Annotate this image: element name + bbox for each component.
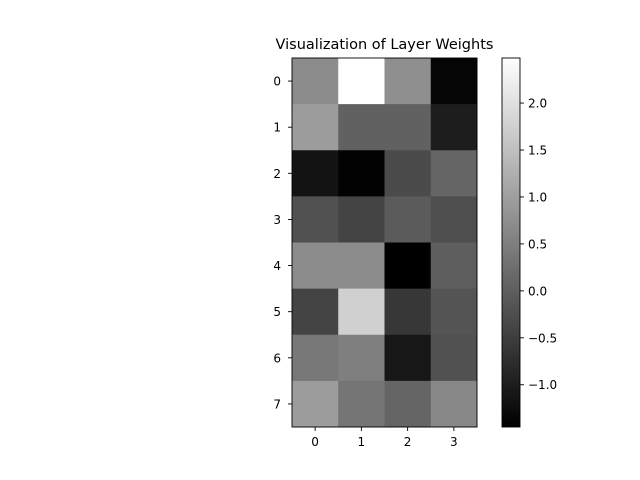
x-tick-label: 0 [311,435,319,449]
y-tick-label: 4 [273,259,281,273]
heatmap-cell [338,150,385,197]
x-axis-ticks: 0 1 2 3 [311,427,458,449]
colorbar-tick-label: 0.0 [528,284,547,298]
y-tick-label: 2 [273,167,281,181]
colorbar-tick-label: 1.0 [528,190,547,204]
heatmap-cell [384,288,432,336]
heatmap-cell [338,196,385,243]
heatmap-cell [384,196,432,243]
heatmap-cell [292,150,339,197]
heatmap-cell [430,242,478,290]
heatmap-cell [430,288,478,336]
y-tick-label: 0 [273,75,281,89]
heatmap-cell [338,334,385,382]
heatmap-cell [430,380,478,428]
x-tick-label: 1 [358,435,366,449]
colorbar-ticks: −1.0 −0.5 0.0 0.5 1.0 1.5 2.0 [520,97,557,392]
heatmap-cell [384,104,432,151]
colorbar-tick-label: −0.5 [528,331,557,345]
heatmap-cell [338,288,385,336]
y-tick-label: 3 [273,213,281,227]
heatmap-cell [338,58,385,105]
heatmap-cell [338,380,385,428]
y-axis-ticks: 0 1 2 3 4 5 6 7 [273,75,292,411]
heatmap-cell [430,150,478,197]
colorbar-tick-label: 0.5 [528,237,547,251]
y-tick-label: 7 [273,397,281,411]
heatmap-cell [384,334,432,382]
y-tick-label: 6 [273,351,281,365]
heatmap-cell [338,242,385,290]
heatmap-cell [292,196,339,243]
colorbar [501,57,521,428]
heatmap-cell [292,104,339,151]
heatmap-cell [338,104,385,151]
colorbar-tick-label: 2.0 [528,97,547,111]
heatmap-cell [430,58,478,105]
heatmap-cell [292,58,339,105]
y-tick-label: 5 [273,305,281,319]
heatmap-cell [292,334,339,382]
plot-frame [291,57,478,428]
heatmap-cell [384,242,432,290]
chart-title: Visualization of Layer Weights [276,37,494,53]
heatmap-cell [430,196,478,243]
heatmap-cells [292,58,478,428]
heatmap-cell [292,380,339,428]
heatmap-cell [384,58,432,105]
heatmap-cell [292,288,339,336]
heatmap-cell [430,334,478,382]
x-tick-label: 2 [404,435,412,449]
x-tick-label: 3 [450,435,458,449]
heatmap-cell [384,150,432,197]
colorbar-tick-label: −1.0 [528,378,557,392]
heatmap-cell [292,242,339,290]
y-tick-label: 1 [273,121,281,135]
heatmap-cell [384,380,432,428]
colorbar-tick-label: 1.5 [528,144,547,158]
heatmap-cell [430,104,478,151]
